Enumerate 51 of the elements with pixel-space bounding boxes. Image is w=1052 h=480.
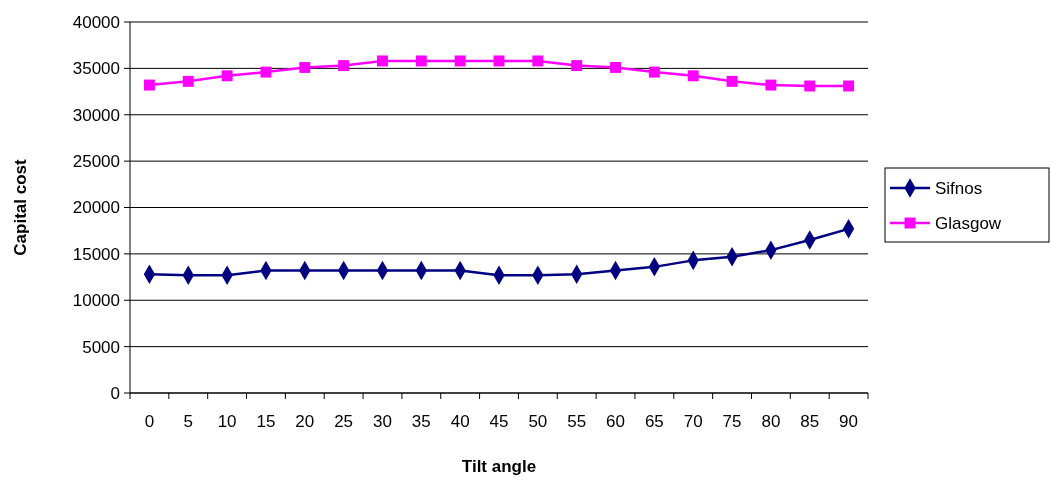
x-tick-label: 50 bbox=[528, 412, 548, 431]
point bbox=[493, 55, 505, 67]
point bbox=[765, 79, 777, 91]
x-tick-label: 75 bbox=[722, 412, 742, 431]
x-axis-title: Tilt angle bbox=[461, 457, 537, 476]
point bbox=[377, 55, 388, 67]
y-tick-label: 10000 bbox=[72, 291, 120, 311]
point bbox=[532, 55, 544, 67]
x-tick-label: 20 bbox=[295, 412, 315, 431]
point bbox=[338, 60, 350, 72]
x-tick-label: 55 bbox=[567, 412, 587, 431]
point bbox=[648, 66, 660, 78]
legend-label: Glasgow bbox=[935, 213, 1002, 233]
point bbox=[415, 55, 427, 67]
y-tick-label: 0 bbox=[110, 383, 120, 403]
x-tick-label: 10 bbox=[217, 412, 237, 431]
x-tick-label: 15 bbox=[256, 412, 276, 431]
y-tick-label: 15000 bbox=[72, 244, 120, 264]
y-tick-label: 5000 bbox=[82, 337, 120, 357]
point bbox=[804, 80, 816, 92]
x-tick-label: 40 bbox=[450, 412, 470, 431]
x-tick-label: 5 bbox=[183, 412, 193, 431]
x-tick-label: 60 bbox=[606, 412, 625, 431]
x-tick-label: 90 bbox=[839, 412, 859, 431]
y-tick-label: 25000 bbox=[72, 152, 120, 172]
point bbox=[726, 75, 738, 87]
x-tick-label: 80 bbox=[761, 412, 781, 431]
point bbox=[260, 66, 272, 78]
y-tick-label: 40000 bbox=[72, 12, 120, 32]
x-tick-label: 70 bbox=[683, 412, 703, 431]
x-tick-label: 65 bbox=[644, 412, 664, 431]
point bbox=[687, 70, 699, 82]
point bbox=[454, 55, 466, 67]
x-tick-label: 25 bbox=[334, 412, 354, 431]
point bbox=[843, 80, 855, 92]
point bbox=[221, 70, 233, 82]
x-tick-label: 30 bbox=[373, 412, 392, 431]
x-tick-label: 35 bbox=[411, 412, 431, 431]
x-tick-label: 45 bbox=[489, 412, 509, 431]
y-tick-label: 20000 bbox=[72, 198, 120, 218]
point bbox=[143, 79, 155, 91]
point bbox=[610, 61, 621, 73]
y-axis-title: Capital cost bbox=[11, 158, 30, 256]
y-tick-label: 35000 bbox=[72, 59, 120, 79]
x-tick-label: 85 bbox=[800, 412, 820, 431]
x-tick-label: 0 bbox=[144, 412, 155, 431]
point bbox=[182, 75, 194, 87]
y-tick-label: 30000 bbox=[72, 105, 120, 125]
legend-label: Sifnos bbox=[935, 178, 983, 198]
point bbox=[571, 60, 583, 72]
point bbox=[299, 61, 311, 73]
